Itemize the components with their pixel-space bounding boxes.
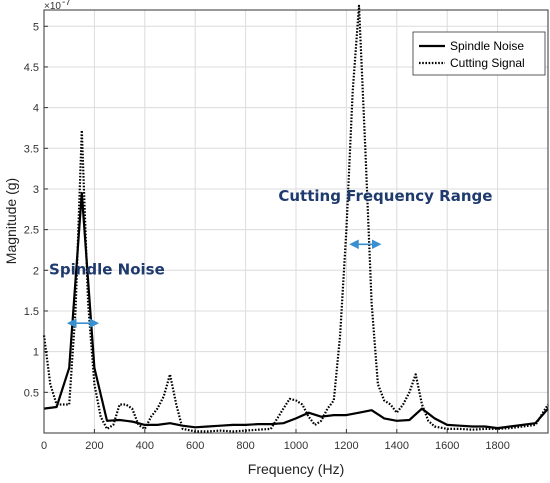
x-tick-label: 200 <box>85 440 103 452</box>
series-line-cutting-signal <box>42 4 549 433</box>
x-tick-label: 800 <box>236 440 254 452</box>
annotation-spindle-noise: Spindle Noise <box>49 260 165 278</box>
y-tick-label: 3 <box>33 184 39 196</box>
x-axis-label: Frequency (Hz) <box>248 461 344 477</box>
y-tick-label: 1 <box>33 347 39 359</box>
y-tick-label: 5 <box>33 21 39 33</box>
legend: Spindle Noise Cutting Signal <box>412 31 546 76</box>
y-tick-label: 0.5 <box>24 387 39 399</box>
annotation-layer: Spindle Noise Cutting Frequency Range <box>49 187 492 328</box>
y-tick-label: 4.5 <box>24 62 39 74</box>
y-tick-label: 3.5 <box>24 143 39 155</box>
y-tick-label: 1.5 <box>24 306 39 318</box>
x-tick-label: 1000 <box>284 440 308 452</box>
y-axis-label: Magnitude (g) <box>3 178 19 264</box>
x-tick-label: 1200 <box>334 440 358 452</box>
annotation-cutting-frequency-range: Cutting Frequency Range <box>278 187 492 205</box>
y-exponent-base: ×10 <box>44 1 61 12</box>
x-tick-label: 600 <box>186 440 204 452</box>
y-tick-labels: 0.5 1 1.5 2 2.5 3 3.5 4 4.5 5 <box>24 21 39 399</box>
plot-frame <box>43 9 549 434</box>
series-line-spindle-noise <box>43 191 549 430</box>
y-tick-label: 2 <box>33 265 39 277</box>
x-tick-label: 400 <box>136 440 154 452</box>
legend-label-cutting-signal: Cutting Signal <box>450 56 525 70</box>
y-tick-label: 4 <box>33 103 39 115</box>
series-layer <box>42 4 549 433</box>
x-tick-label: 1600 <box>435 440 459 452</box>
x-tick-label: 1800 <box>485 440 509 452</box>
legend-box <box>412 31 546 76</box>
x-tick-labels: 0 200 400 600 800 1000 1200 1400 1600 1800 <box>41 440 510 452</box>
x-tick-label: 0 <box>41 440 47 452</box>
y-tick-label: 2.5 <box>24 225 39 237</box>
legend-label-spindle-noise: Spindle Noise <box>450 39 524 53</box>
y-exponent-power: -7 <box>62 0 71 8</box>
x-tick-label: 1400 <box>385 440 409 452</box>
